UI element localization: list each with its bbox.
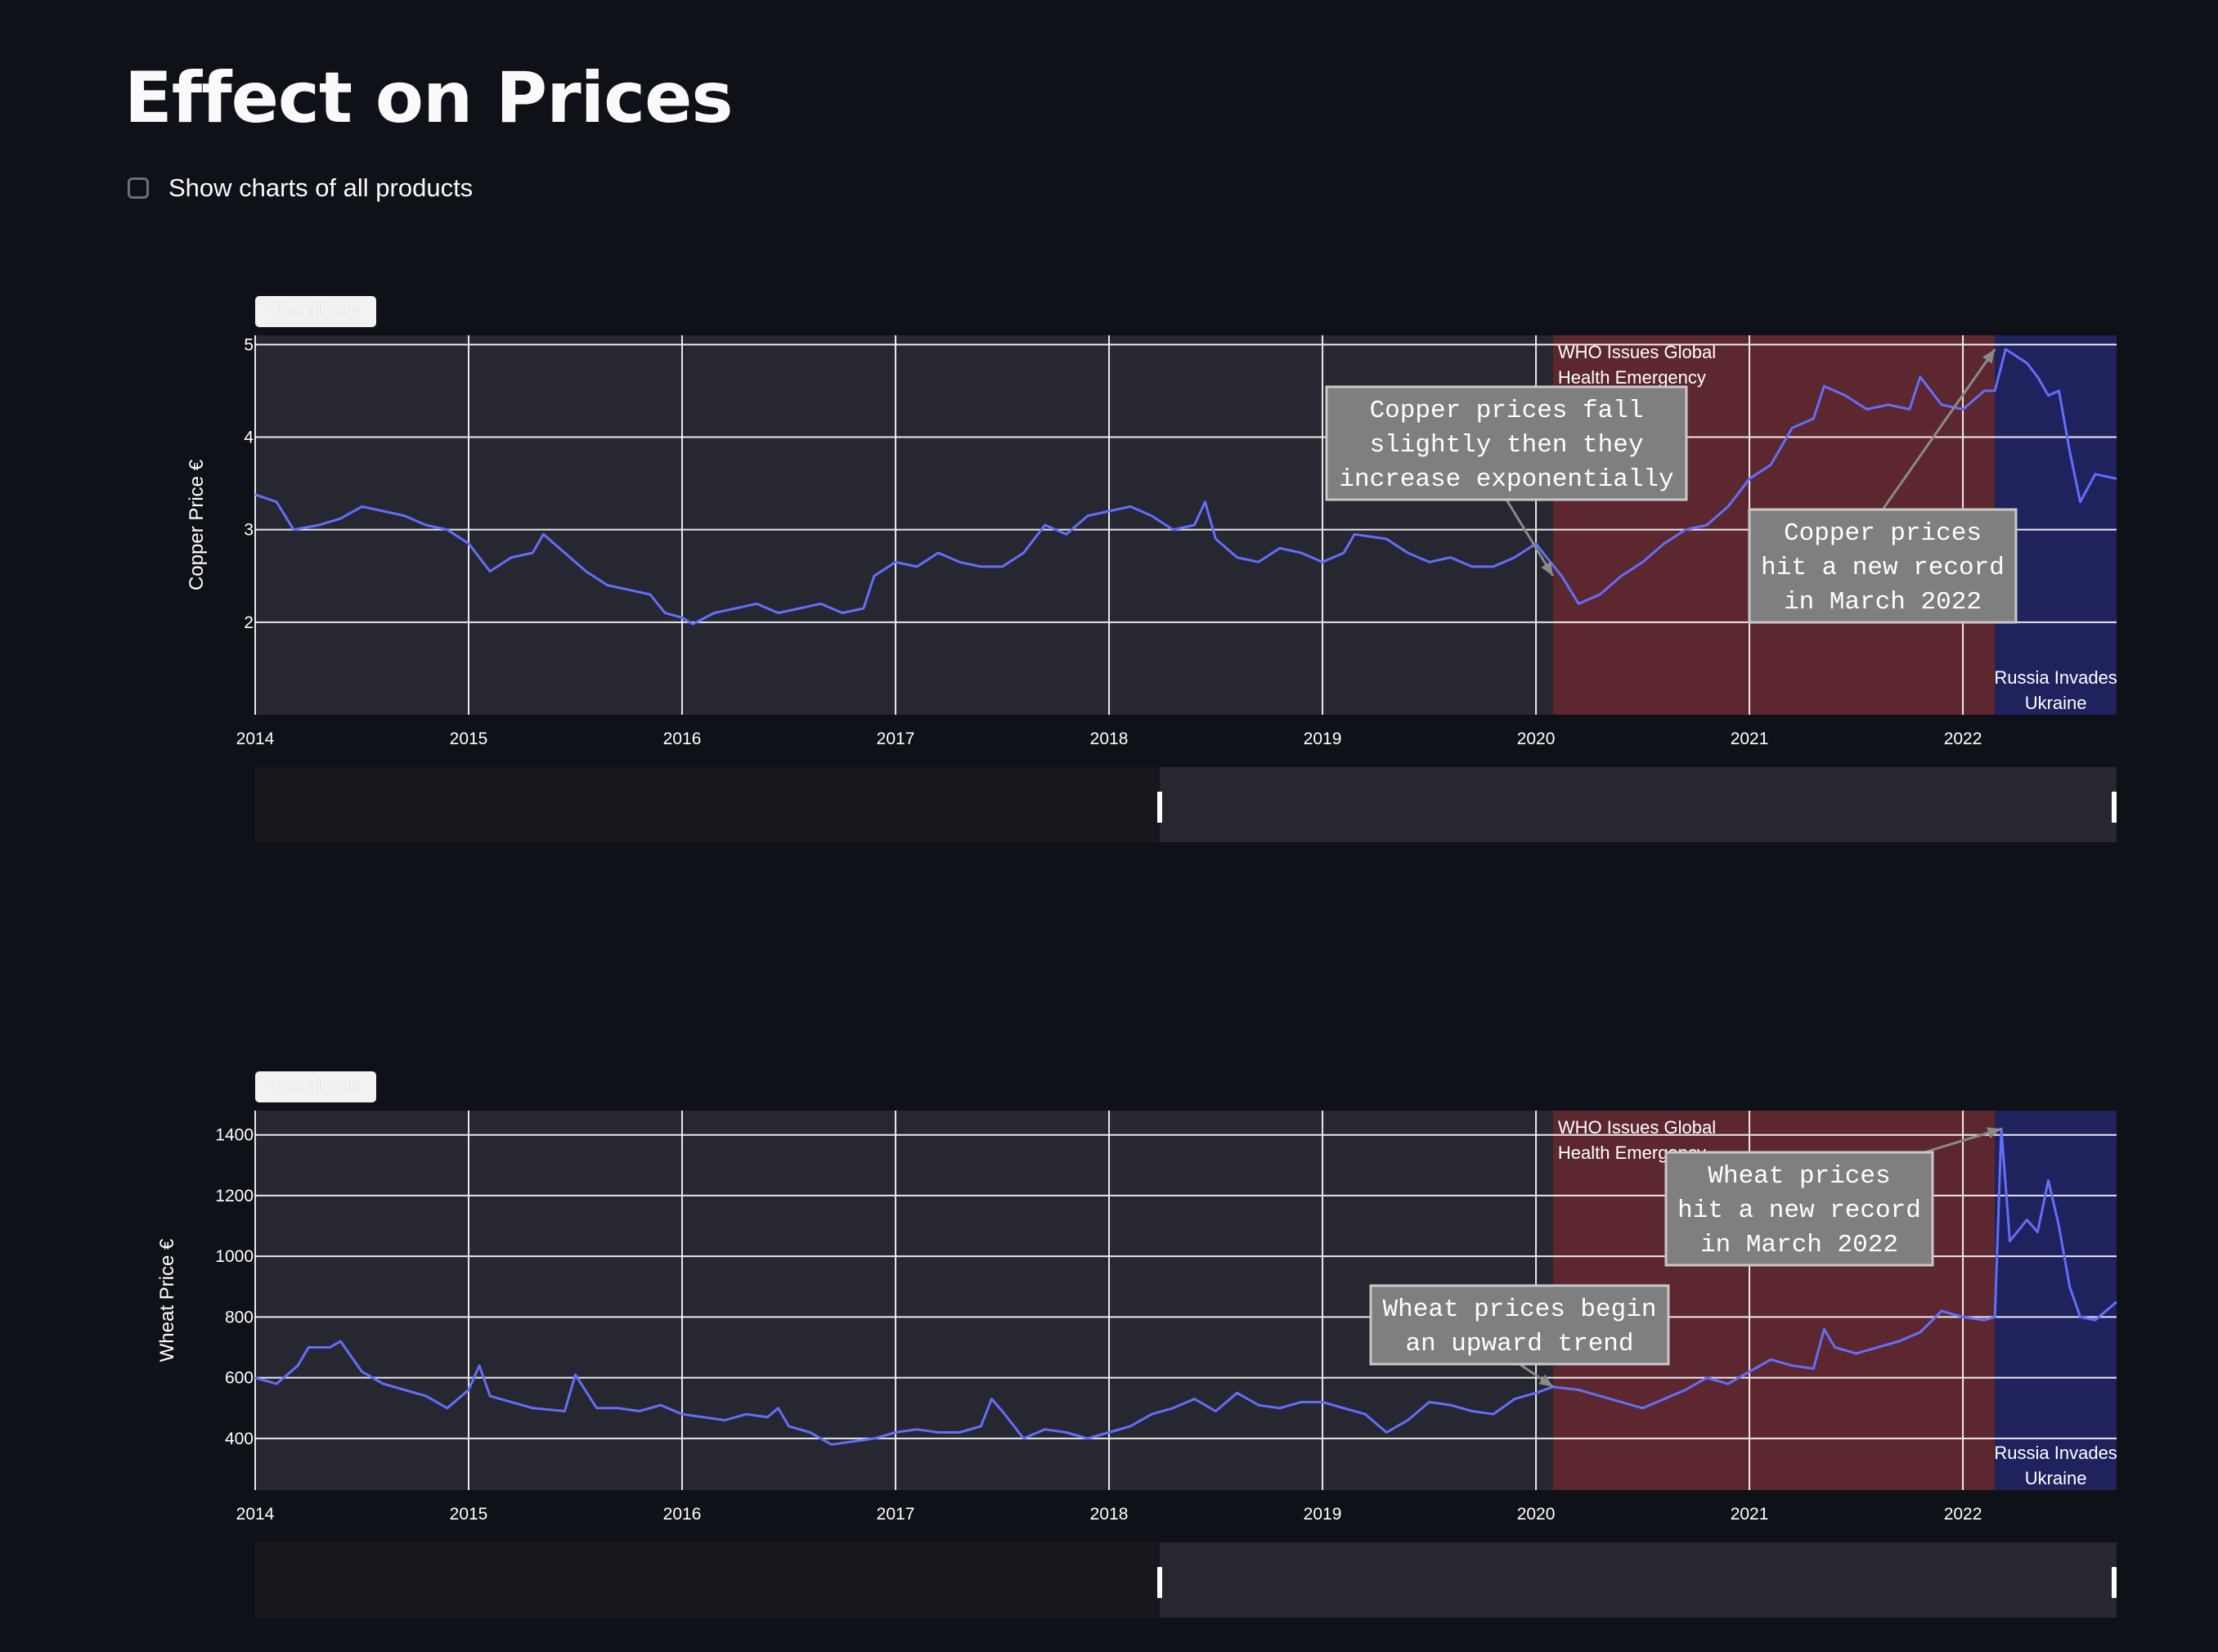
- x-tick-label: 2018: [1090, 729, 1129, 748]
- region-label: Ukraine: [2025, 693, 2087, 713]
- range-slider-handle-right[interactable]: [2112, 1567, 2117, 1598]
- range-slider-handle-left[interactable]: [1157, 1567, 1162, 1598]
- x-tick-label: 2021: [1731, 1505, 1769, 1524]
- range-slider-selection: [1160, 1542, 2117, 1618]
- x-tick-label: 2016: [663, 1505, 702, 1524]
- y-tick-label: 4: [244, 428, 254, 447]
- range-slider-handle-left[interactable]: [1157, 792, 1162, 823]
- event-region: [1995, 1111, 2117, 1490]
- x-tick-label: 2016: [663, 729, 702, 748]
- annotation-text: an upward trend: [1405, 1330, 1633, 1358]
- annotation-text: slightly then they: [1370, 431, 1644, 460]
- annotation-arrowhead: [1987, 1127, 2002, 1138]
- x-tick-label: 2017: [877, 729, 915, 748]
- copper-price-chart: View all Data WHO Issues Global Health Em…: [0, 286, 2218, 859]
- annotation-box: [1664, 1151, 1934, 1267]
- y-tick-label: 1400: [215, 1126, 254, 1145]
- x-tick-label: 2021: [1731, 729, 1769, 748]
- annotation-text: Wheat prices: [1708, 1162, 1890, 1191]
- view-all-data-button[interactable]: View all Data: [255, 1071, 376, 1102]
- annotation-text: Copper prices fall: [1370, 397, 1644, 425]
- y-tick-label: 600: [225, 1369, 254, 1388]
- annotation-text: Wheat prices begin: [1383, 1295, 1657, 1324]
- checkbox-label: Show charts of all products: [168, 173, 474, 202]
- page-title: Effect on Prices: [124, 57, 734, 139]
- annotation-text: hit a new record: [1677, 1196, 1921, 1225]
- annotation-arrow: [1881, 348, 1996, 510]
- annotation-text: increase exponentially: [1339, 465, 1673, 494]
- annotation-text: in March 2022: [1784, 588, 1982, 617]
- y-tick-label: 5: [244, 335, 254, 354]
- price-line: [254, 1127, 2117, 1446]
- x-tick-label: 2018: [1090, 1505, 1129, 1524]
- y-tick-label: 400: [225, 1430, 254, 1448]
- annotation-box: [1325, 385, 1688, 501]
- x-tick-label: 2020: [1517, 729, 1556, 748]
- annotation-arrowhead: [1538, 1374, 1553, 1387]
- show-all-products-checkbox[interactable]: Show charts of all products: [128, 173, 473, 203]
- y-tick-label: 2: [244, 613, 254, 632]
- price-line: [254, 348, 2117, 626]
- x-tick-label: 2019: [1304, 1505, 1342, 1524]
- x-tick-label: 2020: [1517, 1505, 1556, 1524]
- range-slider-handle-right[interactable]: [2112, 792, 2117, 823]
- region-label: Health Emergency: [1558, 367, 1706, 388]
- wheat-price-chart: View all Data WHO Issues Global Health Em…: [0, 1062, 2218, 1634]
- annotation-arrow: [1505, 499, 1555, 577]
- region-label: Ukraine: [2025, 1468, 2087, 1488]
- x-tick-label: 2014: [236, 1505, 275, 1524]
- region-label: Russia Invades: [1994, 667, 2117, 688]
- annotation-text: hit a new record: [1761, 554, 2005, 582]
- x-tick-label: 2022: [1944, 729, 1982, 748]
- view-all-data-button[interactable]: View all Data: [255, 296, 376, 327]
- y-tick-label: 3: [244, 521, 254, 540]
- x-tick-label: 2017: [877, 1505, 915, 1524]
- x-tick-label: 2015: [450, 1505, 488, 1524]
- region-label: WHO Issues Global: [1558, 342, 1716, 362]
- copper-chart-svg: WHO Issues Global Health Emergency Russia …: [186, 335, 2117, 842]
- y-tick-label: 1000: [215, 1247, 254, 1266]
- annotation-text: in March 2022: [1700, 1231, 1898, 1259]
- region-label: Russia Invades: [1994, 1443, 2117, 1463]
- y-axis-label: Copper Price €: [186, 459, 208, 590]
- annotation-box: [1369, 1284, 1670, 1366]
- y-axis-label: Wheat Price €: [156, 1238, 178, 1362]
- annotation-arrowhead: [1982, 348, 1996, 364]
- annotation-box: [1748, 508, 2018, 624]
- x-tick-label: 2022: [1944, 1505, 1982, 1524]
- annotation-text: Copper prices: [1784, 519, 1982, 548]
- region-label: WHO Issues Global: [1558, 1117, 1716, 1138]
- range-slider-selection: [1160, 767, 2117, 842]
- y-tick-label: 800: [225, 1308, 254, 1327]
- annotation-arrowhead: [1541, 561, 1553, 577]
- x-tick-label: 2019: [1304, 729, 1342, 748]
- x-tick-label: 2015: [450, 729, 488, 748]
- x-tick-label: 2014: [236, 729, 275, 748]
- checkbox-box[interactable]: [128, 177, 149, 199]
- y-tick-label: 1200: [215, 1187, 254, 1205]
